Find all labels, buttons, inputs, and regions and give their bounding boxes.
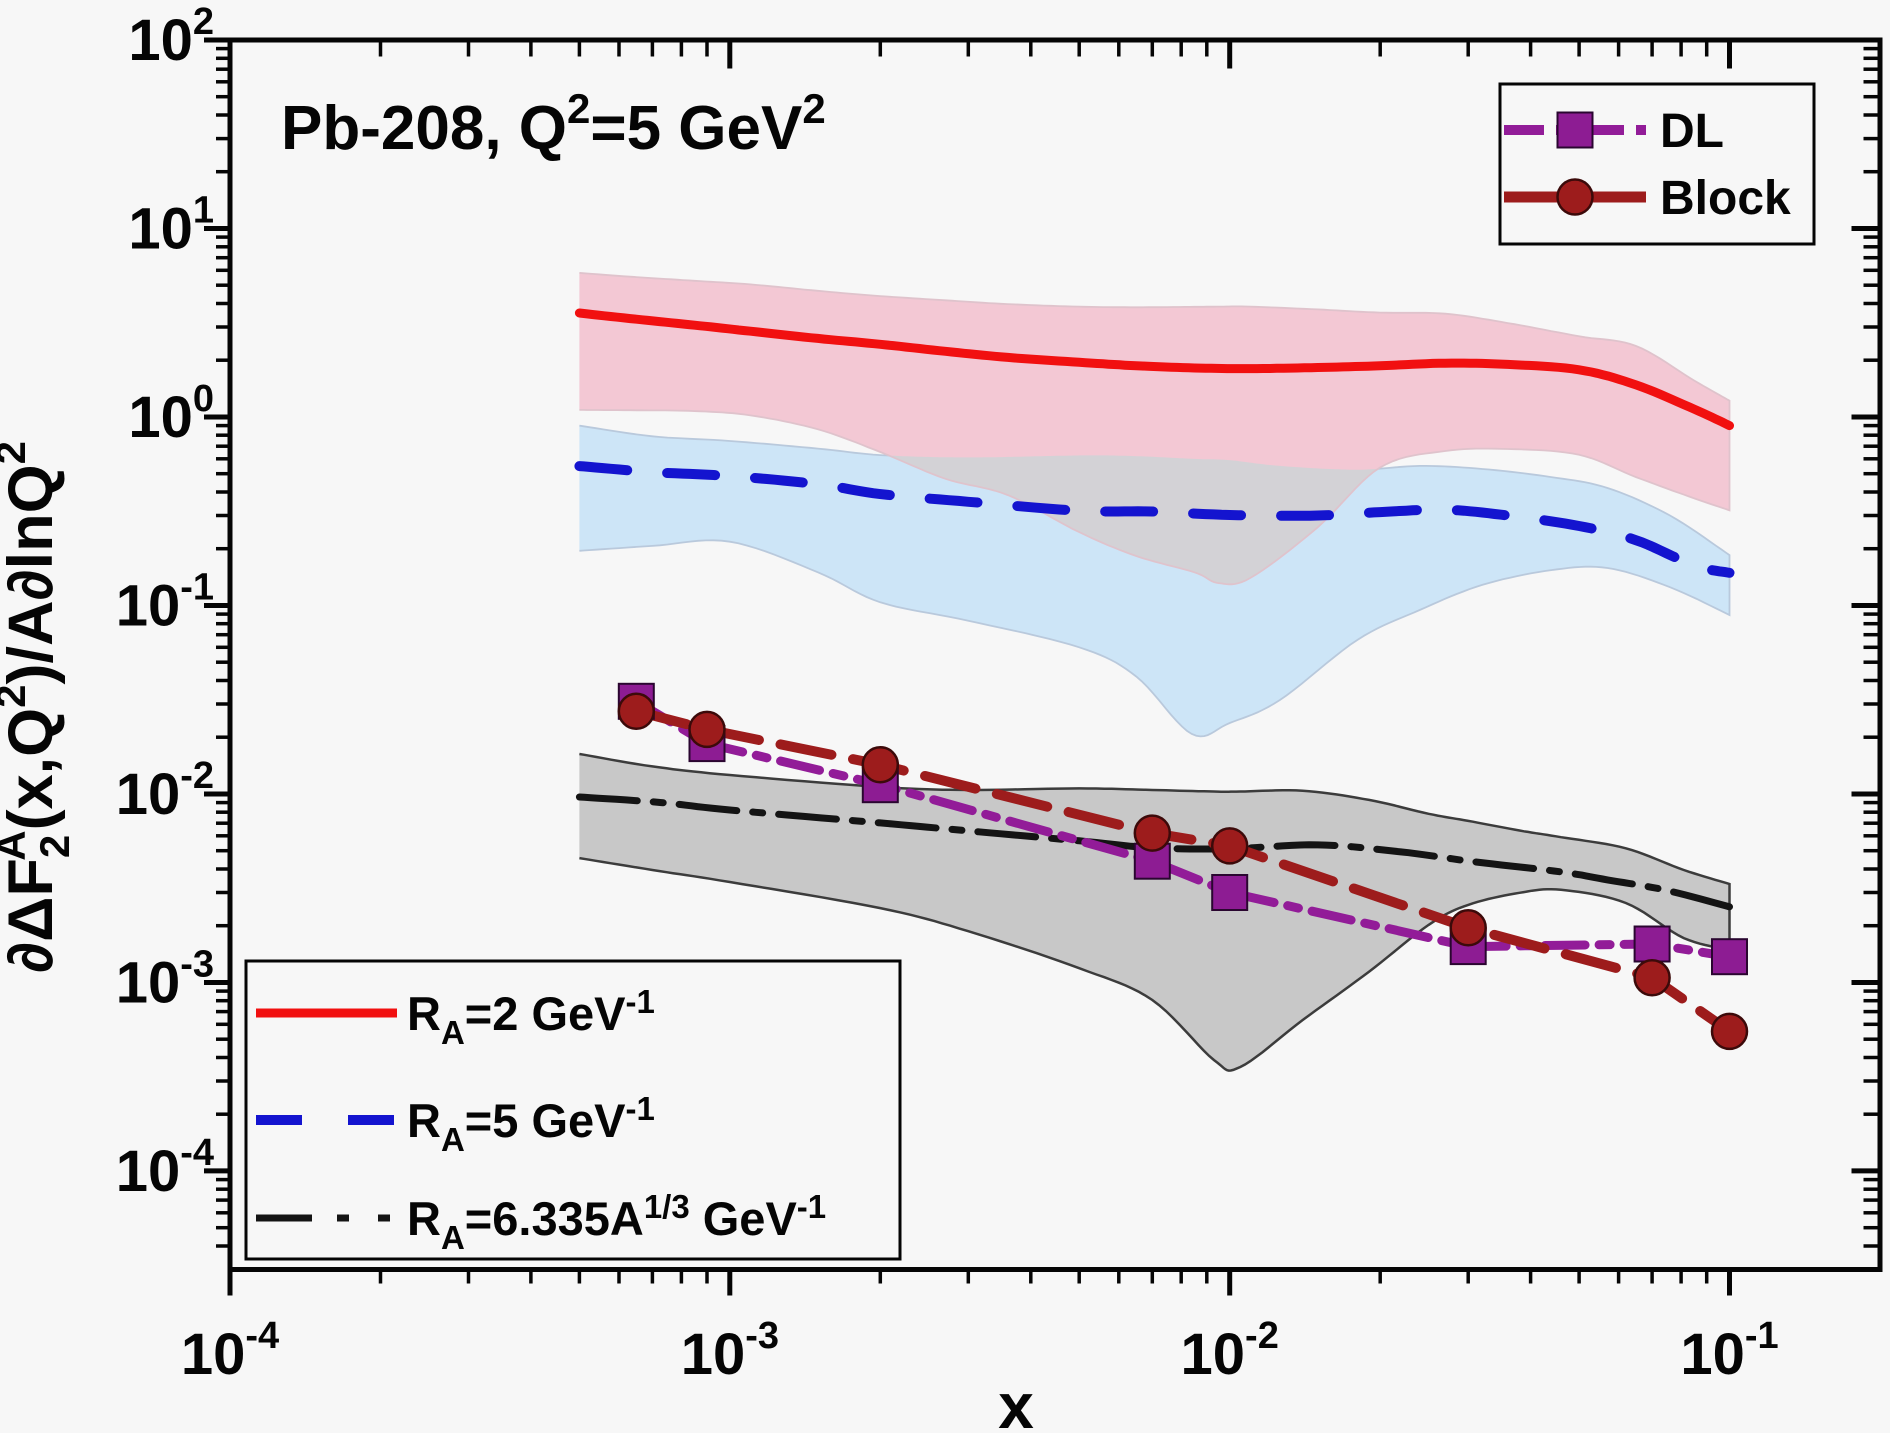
text-run: =6.335A	[465, 1192, 644, 1245]
legend-sample-dl-marker	[1556, 111, 1594, 149]
text-run: 10	[116, 950, 181, 1015]
sup-run: 0	[193, 378, 214, 420]
block-line	[631, 706, 1735, 1037]
dl-line	[631, 696, 1734, 962]
text-run: ∂ΔF	[0, 858, 66, 973]
sup-run: -1	[180, 566, 214, 608]
legend-label-block: Block	[1660, 172, 1791, 225]
sub-run: A	[441, 1219, 465, 1256]
legend-sample-block-marker	[1556, 178, 1594, 216]
block-marker	[1133, 814, 1172, 852]
x-tick-label: 10-2	[1181, 1315, 1279, 1387]
text-run: 10	[116, 762, 181, 827]
gray-band-fill	[579, 754, 1730, 1071]
text-run: 10	[128, 8, 193, 73]
y-tick-label: 10-2	[116, 755, 214, 827]
text-run: 10	[128, 196, 193, 261]
text-run: =5 GeV	[590, 94, 802, 163]
legend-label-dl: DL	[1660, 105, 1724, 158]
dl-marker	[1211, 874, 1249, 911]
y-tick-label: 100	[128, 378, 214, 450]
x-axis-label: x	[998, 1370, 1034, 1433]
dl-marker	[1633, 925, 1671, 963]
blue-dashed-curve	[574, 461, 1735, 578]
block-marker	[861, 745, 900, 784]
text-run: (x,Q	[0, 708, 66, 831]
sub-run: 2	[31, 835, 78, 858]
sup-run: -4	[180, 1132, 214, 1174]
sup-run: 2	[193, 1, 214, 43]
sup-run: -1	[626, 1090, 655, 1127]
legend-label-ra-nuclear: RA=6.335A1/3 GeV-1	[407, 1188, 826, 1256]
legend-label-ra5: RA=5 GeV-1	[407, 1090, 655, 1158]
sup-run: -2	[180, 755, 214, 797]
legend-models-box	[1498, 82, 1816, 246]
x-tick-label: 10-1	[1680, 1315, 1778, 1387]
gray-band-edge	[579, 752, 1731, 1072]
text-run: Pb-208, Q	[281, 94, 567, 163]
blue-band-fill	[579, 425, 1730, 737]
text-run: R	[407, 1094, 441, 1147]
sup-run: -3	[745, 1315, 779, 1357]
pink-band-fill	[579, 272, 1730, 585]
text-run: =2 GeV	[465, 987, 626, 1040]
sup-run: A	[0, 830, 34, 860]
y-tick-label: 10-3	[116, 943, 214, 1015]
sup-run: -2	[1245, 1315, 1279, 1357]
sup-run: -1	[626, 983, 655, 1020]
sub-run: A	[441, 1121, 465, 1158]
text-run: GeV	[690, 1192, 798, 1245]
y-tick-label: 10-1	[116, 566, 214, 638]
text-run: 10	[116, 573, 181, 638]
text-run: 10	[116, 1139, 181, 1204]
block-marker	[1633, 958, 1671, 997]
block-marker	[617, 692, 656, 730]
y-tick-label: 102	[128, 1, 214, 73]
legend-label-ra2: RA=2 GeV-1	[407, 983, 655, 1051]
block-marker	[688, 710, 726, 749]
text-run: =5 GeV	[465, 1094, 626, 1147]
chart-title: Pb-208, Q2=5 GeV2	[281, 85, 826, 163]
text-run: 10	[1181, 1322, 1246, 1387]
text-run: R	[407, 1192, 441, 1245]
sup-run: 2	[802, 85, 825, 132]
dl-marker	[1711, 938, 1748, 976]
sup-run: -1	[1745, 1315, 1779, 1357]
block-marker	[1449, 909, 1487, 947]
text-run: 10	[181, 1322, 246, 1387]
sup-run: 1/3	[644, 1188, 690, 1225]
sup-run: -4	[245, 1315, 279, 1357]
pink-band-edge	[579, 272, 1731, 586]
sub-run: A	[441, 1014, 465, 1051]
sup-run: -1	[797, 1188, 826, 1225]
y-tick-label: 10-4	[116, 1132, 214, 1204]
red-solid-curve	[574, 308, 1734, 431]
plot-frame	[227, 37, 1883, 1272]
x-tick-label: 10-3	[681, 1315, 779, 1387]
block-marker	[1210, 827, 1249, 865]
text-run: 10	[681, 1322, 746, 1387]
band-overlap-fill	[889, 455, 1378, 585]
sup-run: 2	[0, 684, 34, 707]
text-run: 10	[128, 385, 193, 450]
y-tick-label: 101	[128, 189, 214, 261]
sup-run: 2	[0, 441, 34, 464]
sup-run: 1	[193, 189, 214, 231]
block-marker	[1710, 1012, 1749, 1051]
y-axis-label: ∂ΔF2A(x,Q2)/A∂lnQ2	[0, 441, 78, 973]
text-run: R	[407, 987, 441, 1040]
x-tick-label: 10-4	[181, 1315, 279, 1387]
text-run: 10	[1680, 1322, 1745, 1387]
sup-run: -3	[180, 943, 214, 985]
sup-run: 2	[567, 85, 590, 132]
text-run: )/A∂lnQ	[0, 464, 66, 684]
